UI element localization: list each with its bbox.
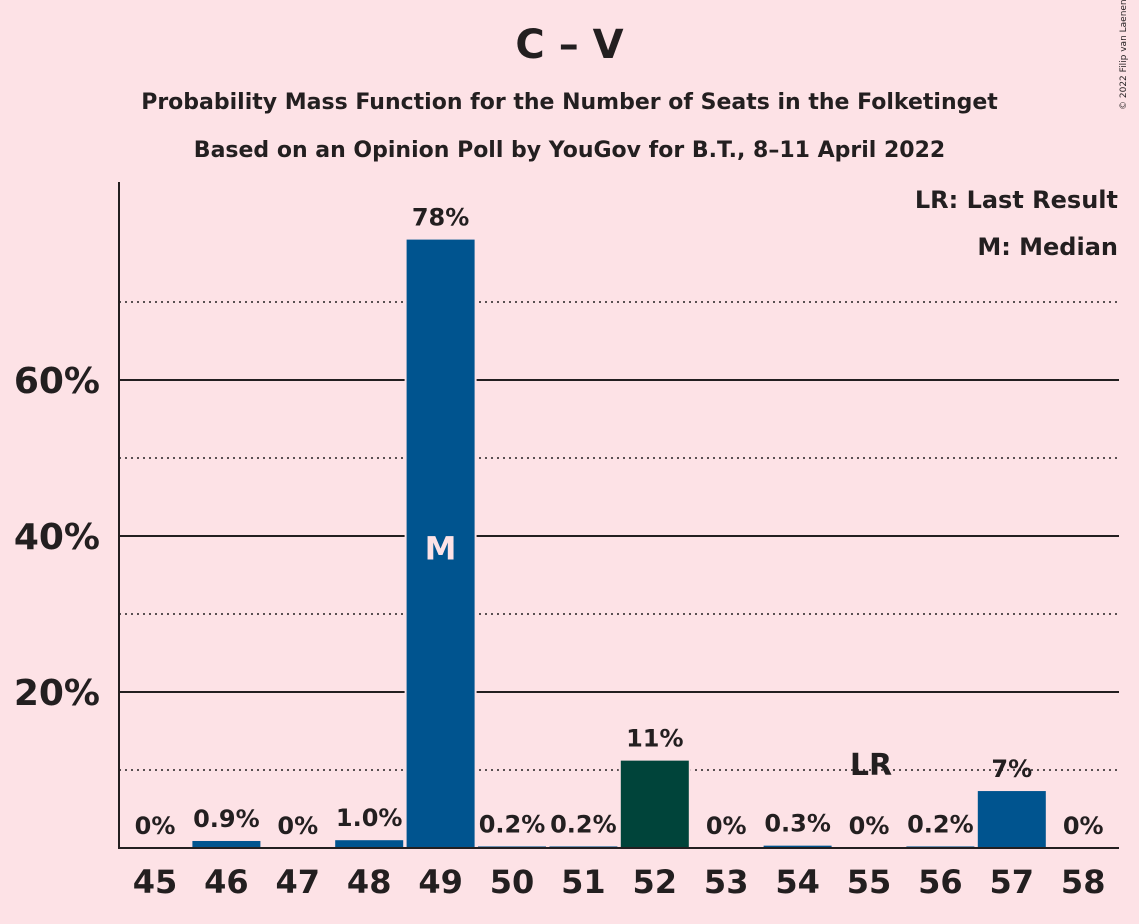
x-tick-47: 47 [276, 863, 321, 901]
bar-halo [476, 844, 548, 848]
x-tick-58: 58 [1061, 863, 1106, 901]
data-label-53: 0% [706, 812, 747, 840]
x-tick-51: 51 [561, 863, 606, 901]
data-label-55: 0% [849, 812, 890, 840]
bar-52 [620, 760, 689, 848]
x-tick-48: 48 [347, 863, 392, 901]
data-label-54: 0.3% [764, 810, 831, 838]
legend-last-result: LR: Last Result [914, 186, 1118, 214]
chart-subtitle: Probability Mass Function for the Number… [141, 90, 998, 115]
legend-median: M: Median [977, 233, 1118, 261]
bar-54 [763, 845, 832, 848]
last-result-marker: LR [850, 748, 892, 783]
data-label-58: 0% [1063, 812, 1104, 840]
bars [190, 237, 1048, 849]
data-label-46: 0.9% [193, 805, 260, 833]
x-tick-54: 54 [775, 863, 820, 901]
data-label-50: 0.2% [479, 810, 546, 838]
y-tick-label: 40% [14, 517, 100, 558]
data-label-51: 0.2% [550, 810, 617, 838]
data-label-48: 1.0% [336, 804, 403, 832]
x-tick-52: 52 [633, 863, 678, 901]
bar-57 [977, 791, 1046, 848]
bar-49 [406, 239, 475, 849]
y-tick-label: 60% [14, 361, 100, 402]
bar-halo [547, 844, 620, 848]
x-tick-53: 53 [704, 863, 749, 901]
data-label-57: 7% [991, 755, 1032, 783]
data-label-47: 0% [277, 812, 318, 840]
chart-subtitle-poll: Based on an Opinion Poll by YouGov for B… [193, 138, 946, 163]
data-label-45: 0% [135, 812, 176, 840]
x-tick-55: 55 [847, 863, 892, 901]
data-label-56: 0.2% [907, 810, 974, 838]
x-tick-56: 56 [918, 863, 963, 901]
x-tick-49: 49 [418, 863, 463, 901]
bar-halo [904, 844, 977, 848]
x-tick-50: 50 [490, 863, 535, 901]
data-label-52: 11% [626, 725, 683, 753]
data-label-49: 78% [412, 204, 469, 232]
bar-46 [192, 840, 261, 848]
chart-title: C – V [515, 22, 624, 68]
data-labels: 0% 0.9% 0% 1.0%78%M0.2% 0.2%11%0% 0.3% 0%LR0.2… [135, 204, 1104, 840]
x-tick-57: 57 [990, 863, 1035, 901]
gridlines [119, 301, 1119, 771]
bar-48 [335, 840, 404, 848]
x-tick-45: 45 [133, 863, 178, 901]
median-marker: M [425, 530, 457, 568]
y-axis: 20% 40% 60% [14, 182, 1119, 849]
y-tick-label: 20% [14, 673, 100, 714]
x-axis: 45 46 47 48 49 50 51 52 53 54 55 56 57 58 [133, 863, 1106, 901]
x-tick-46: 46 [204, 863, 249, 901]
